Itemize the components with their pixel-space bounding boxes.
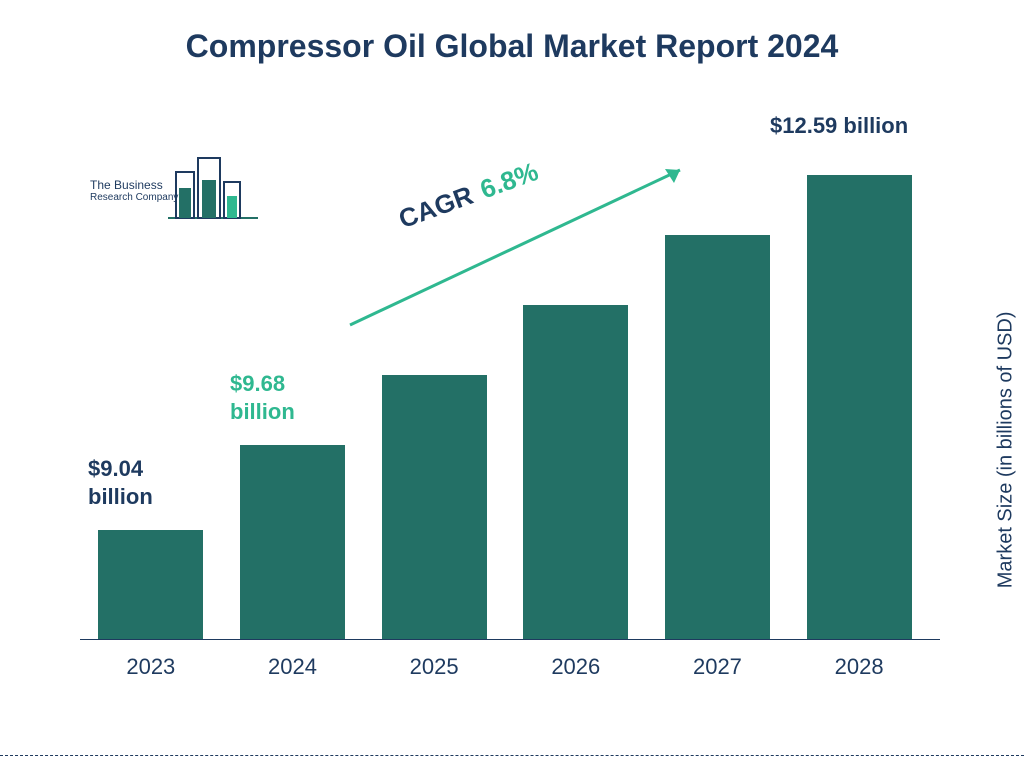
- chart-area: 202320242025202620272028: [80, 120, 930, 690]
- x-axis-tick-label: 2024: [222, 654, 362, 680]
- bar-group: [647, 235, 787, 640]
- x-axis-labels: 202320242025202620272028: [80, 654, 930, 680]
- bar: [98, 530, 203, 640]
- bar-group: [364, 375, 504, 640]
- bar: [807, 175, 912, 640]
- value-label-2023: $9.04billion: [88, 455, 153, 510]
- value-label-2028: $12.59 billion: [770, 112, 908, 140]
- y-axis-label: Market Size (in billions of USD): [995, 312, 1018, 589]
- bar-group: [789, 175, 929, 640]
- bar: [240, 445, 345, 640]
- bar: [382, 375, 487, 640]
- footer-dashed-line: [0, 755, 1024, 756]
- x-axis-baseline: [80, 639, 940, 640]
- x-axis-tick-label: 2025: [364, 654, 504, 680]
- bar-group: [506, 305, 646, 640]
- bar: [665, 235, 770, 640]
- bar: [523, 305, 628, 640]
- value-label-2024: $9.68billion: [230, 370, 295, 425]
- bar-group: [81, 530, 221, 640]
- x-axis-tick-label: 2026: [506, 654, 646, 680]
- x-axis-tick-label: 2023: [81, 654, 221, 680]
- chart-title: Compressor Oil Global Market Report 2024: [0, 28, 1024, 65]
- bar-group: [222, 445, 362, 640]
- x-axis-tick-label: 2027: [647, 654, 787, 680]
- x-axis-tick-label: 2028: [789, 654, 929, 680]
